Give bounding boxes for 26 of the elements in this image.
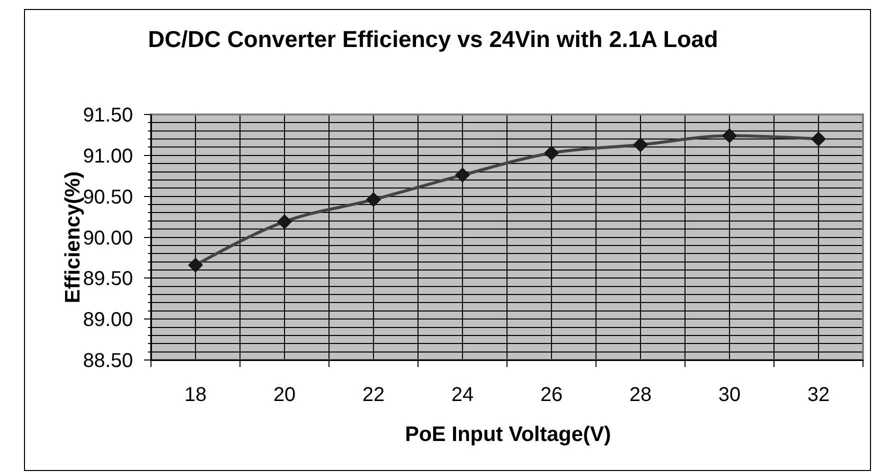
point bbox=[455, 168, 470, 183]
point bbox=[277, 214, 292, 230]
x-tick-label: 30 bbox=[718, 384, 741, 406]
x-tick-label: 18 bbox=[184, 384, 207, 406]
y-tick-label: 90.50 bbox=[82, 186, 133, 208]
y-tick-label: 88.50 bbox=[82, 350, 133, 372]
point bbox=[544, 145, 559, 160]
y-tick-label: 91.00 bbox=[82, 145, 133, 168]
y-tick-label: 91.50 bbox=[82, 104, 133, 126]
x-tick-label: 22 bbox=[362, 384, 385, 406]
point bbox=[633, 137, 648, 152]
y-tick-label: 90.00 bbox=[82, 227, 133, 250]
x-tick-label: 20 bbox=[273, 384, 296, 406]
x-tick-label: 32 bbox=[807, 384, 830, 406]
x-axis-title: PoE Input Voltage(V) bbox=[404, 423, 612, 446]
y-tick-label: 89.50 bbox=[82, 268, 133, 290]
point bbox=[722, 128, 737, 144]
x-tick-label: 24 bbox=[451, 384, 474, 406]
x-tick-label: 28 bbox=[629, 384, 652, 406]
point bbox=[811, 132, 826, 147]
point bbox=[366, 192, 381, 208]
chart-title: DC/DC Converter Efficiency vs 24Vin with 2.1A Load bbox=[148, 26, 718, 52]
y-tick-label: 89.00 bbox=[82, 309, 133, 332]
point bbox=[188, 258, 203, 273]
x-tick-label: 26 bbox=[540, 384, 563, 406]
y-axis-title: Efficiency(%) bbox=[61, 171, 84, 304]
